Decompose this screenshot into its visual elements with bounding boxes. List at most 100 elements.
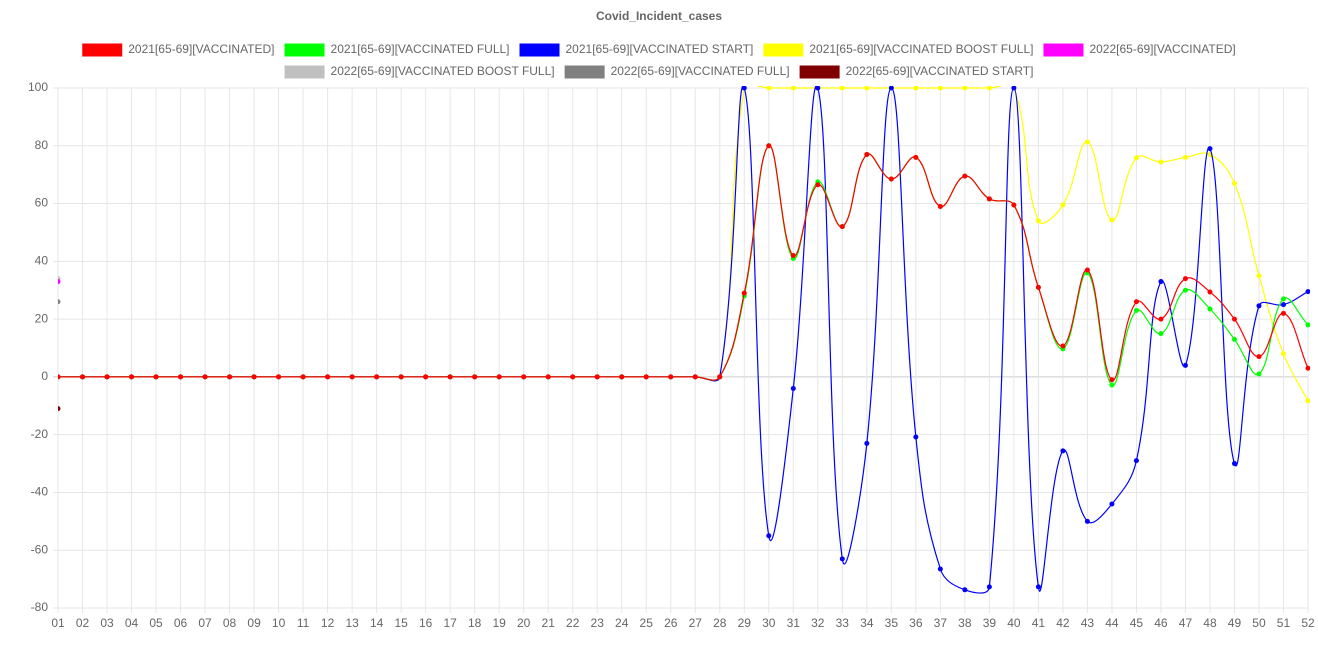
- data-point: [153, 374, 159, 380]
- data-point: [1182, 362, 1188, 368]
- data-point: [1084, 267, 1090, 273]
- data-point: [888, 86, 894, 91]
- data-point: [766, 86, 772, 91]
- data-point: [545, 374, 551, 380]
- data-point: [1109, 382, 1115, 388]
- x-tick-label: 42: [1056, 616, 1070, 630]
- data-point: [1109, 377, 1115, 383]
- data-point: [888, 176, 894, 182]
- data-point: [570, 374, 576, 380]
- y-tick-label: -80: [31, 600, 49, 614]
- legend-item: 2022[65-69][VACCINATED BOOST FULL]: [284, 64, 555, 79]
- data-point: [790, 86, 796, 91]
- data-point: [496, 374, 502, 380]
- x-tick-label: 05: [149, 616, 163, 630]
- data-point: [913, 434, 919, 440]
- data-point: [1280, 310, 1286, 316]
- series-line: [58, 145, 1309, 386]
- data-point: [790, 385, 796, 391]
- x-tick-label: 52: [1301, 616, 1315, 630]
- data-point: [251, 374, 257, 380]
- data-point: [1256, 303, 1262, 309]
- x-tick-label: 49: [1228, 616, 1242, 630]
- series-line: [58, 86, 1309, 594]
- data-point: [104, 374, 110, 380]
- x-tick-label: 14: [370, 616, 384, 630]
- data-point: [1158, 279, 1164, 285]
- x-tick-label: 40: [1007, 616, 1021, 630]
- data-point: [839, 224, 845, 230]
- x-tick-label: 21: [542, 616, 556, 630]
- data-point: [1158, 159, 1164, 165]
- x-tick-label: 33: [836, 616, 850, 630]
- x-tick-label: 07: [198, 616, 212, 630]
- legend-swatch: [519, 43, 560, 57]
- data-point: [1256, 371, 1262, 377]
- data-point: [227, 374, 233, 380]
- x-tick-label: 27: [689, 616, 703, 630]
- legend-label: 2021[65-69][VACCINATED]: [128, 42, 274, 56]
- data-point: [1280, 302, 1286, 308]
- x-tick-label: 46: [1154, 616, 1168, 630]
- x-tick-label: 50: [1252, 616, 1266, 630]
- legend-swatch: [284, 65, 325, 79]
- legend-item: 2022[65-69][VACCINATED]: [1043, 42, 1236, 57]
- x-tick-label: 34: [860, 616, 874, 630]
- data-point: [276, 374, 282, 380]
- y-tick-label: 100: [28, 80, 48, 94]
- x-tick-label: 48: [1203, 616, 1217, 630]
- data-point: [619, 374, 625, 380]
- y-tick-label: 20: [35, 311, 49, 325]
- legend-swatch: [284, 43, 325, 57]
- data-point: [1084, 518, 1090, 524]
- data-point: [1060, 202, 1066, 208]
- data-point: [1305, 322, 1310, 328]
- data-point: [1280, 296, 1286, 302]
- y-tick-label: -40: [31, 485, 49, 499]
- data-point: [1035, 218, 1041, 224]
- data-point: [1035, 584, 1041, 590]
- data-point: [839, 556, 845, 562]
- data-point: [1109, 501, 1115, 507]
- legend-item: 2022[65-69][VACCINATED FULL]: [564, 64, 790, 79]
- chart-title: Covid_Incident_cases: [596, 9, 722, 23]
- data-point: [790, 253, 796, 259]
- x-tick-label: 08: [223, 616, 237, 630]
- data-point: [937, 86, 943, 91]
- data-point: [349, 374, 355, 380]
- legend-item: 2022[65-69][VACCINATED START]: [799, 64, 1034, 79]
- legend-label: 2021[65-69][VACCINATED FULL]: [331, 42, 510, 56]
- data-point: [815, 86, 821, 91]
- x-tick-label: 41: [1032, 616, 1046, 630]
- data-point: [937, 566, 943, 572]
- data-point: [937, 203, 943, 209]
- data-point: [202, 374, 208, 380]
- data-point: [325, 374, 331, 380]
- data-point: [1182, 154, 1188, 160]
- x-tick-label: 19: [492, 616, 506, 630]
- data-point: [58, 406, 61, 412]
- data-point: [58, 299, 61, 305]
- data-point: [864, 86, 870, 91]
- data-point: [1109, 217, 1115, 223]
- x-tick-label: 26: [664, 616, 678, 630]
- data-point: [398, 374, 404, 380]
- data-point: [1133, 307, 1139, 313]
- data-point: [1207, 306, 1213, 312]
- x-tick-label: 51: [1277, 616, 1291, 630]
- x-tick-label: 28: [713, 616, 727, 630]
- x-tick-label: 03: [100, 616, 114, 630]
- x-tick-label: 31: [787, 616, 801, 630]
- x-tick-label: 02: [76, 616, 90, 630]
- legend-label: 2022[65-69][VACCINATED START]: [846, 64, 1034, 78]
- data-point: [986, 86, 992, 91]
- data-point: [1207, 289, 1213, 295]
- data-point: [521, 374, 527, 380]
- y-tick-label: 0: [41, 369, 48, 383]
- legend-item: 2021[65-69][VACCINATED START]: [519, 42, 753, 57]
- data-point: [1158, 316, 1164, 322]
- x-tick-label: 11: [297, 616, 310, 630]
- x-tick-label: 13: [345, 616, 359, 630]
- x-tick-label: 15: [394, 616, 408, 630]
